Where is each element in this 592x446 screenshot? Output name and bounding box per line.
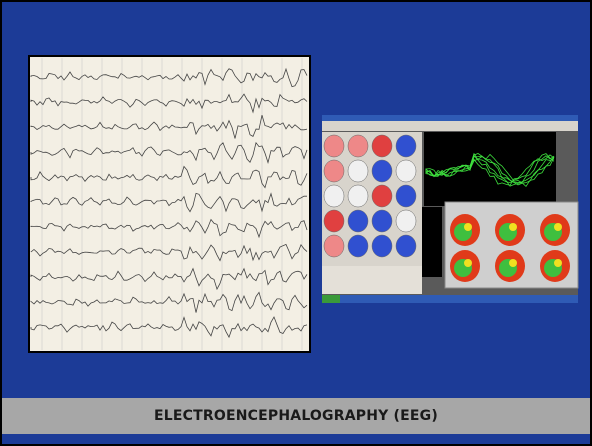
topo-map-spot bbox=[554, 259, 562, 267]
topo-map-spot bbox=[554, 223, 562, 231]
head-map bbox=[348, 210, 368, 232]
start-button bbox=[322, 295, 340, 303]
topo-map-spot bbox=[509, 259, 517, 267]
head-map bbox=[396, 185, 416, 207]
slide: ELECTROENCEPHALOGRAPHY (EEG) bbox=[0, 0, 592, 446]
title-bar bbox=[322, 115, 578, 121]
controls bbox=[322, 266, 422, 294]
head-map bbox=[396, 210, 416, 232]
taskbar bbox=[322, 295, 578, 303]
slide-images bbox=[2, 2, 590, 442]
caption-bar: ELECTROENCEPHALOGRAPHY (EEG) bbox=[2, 398, 590, 434]
toolbar bbox=[322, 121, 578, 131]
topo-map-spot bbox=[464, 259, 472, 267]
head-map bbox=[324, 185, 344, 207]
head-map bbox=[396, 135, 416, 157]
head-map bbox=[348, 185, 368, 207]
head-map bbox=[324, 135, 344, 157]
head-map bbox=[372, 185, 392, 207]
head-map bbox=[324, 210, 344, 232]
head-map bbox=[324, 160, 344, 182]
waveform-panel bbox=[424, 132, 556, 206]
head-map bbox=[348, 160, 368, 182]
topo-map-spot bbox=[509, 223, 517, 231]
head-map bbox=[372, 160, 392, 182]
head-map bbox=[396, 235, 416, 257]
head-map bbox=[324, 235, 344, 257]
caption: ELECTROENCEPHALOGRAPHY (EEG) bbox=[154, 408, 438, 424]
head-map bbox=[348, 235, 368, 257]
head-map bbox=[372, 210, 392, 232]
head-map bbox=[372, 135, 392, 157]
head-map bbox=[348, 135, 368, 157]
head-map bbox=[396, 160, 416, 182]
scale-panel bbox=[422, 207, 442, 277]
topo-map-spot bbox=[464, 223, 472, 231]
head-map bbox=[372, 235, 392, 257]
